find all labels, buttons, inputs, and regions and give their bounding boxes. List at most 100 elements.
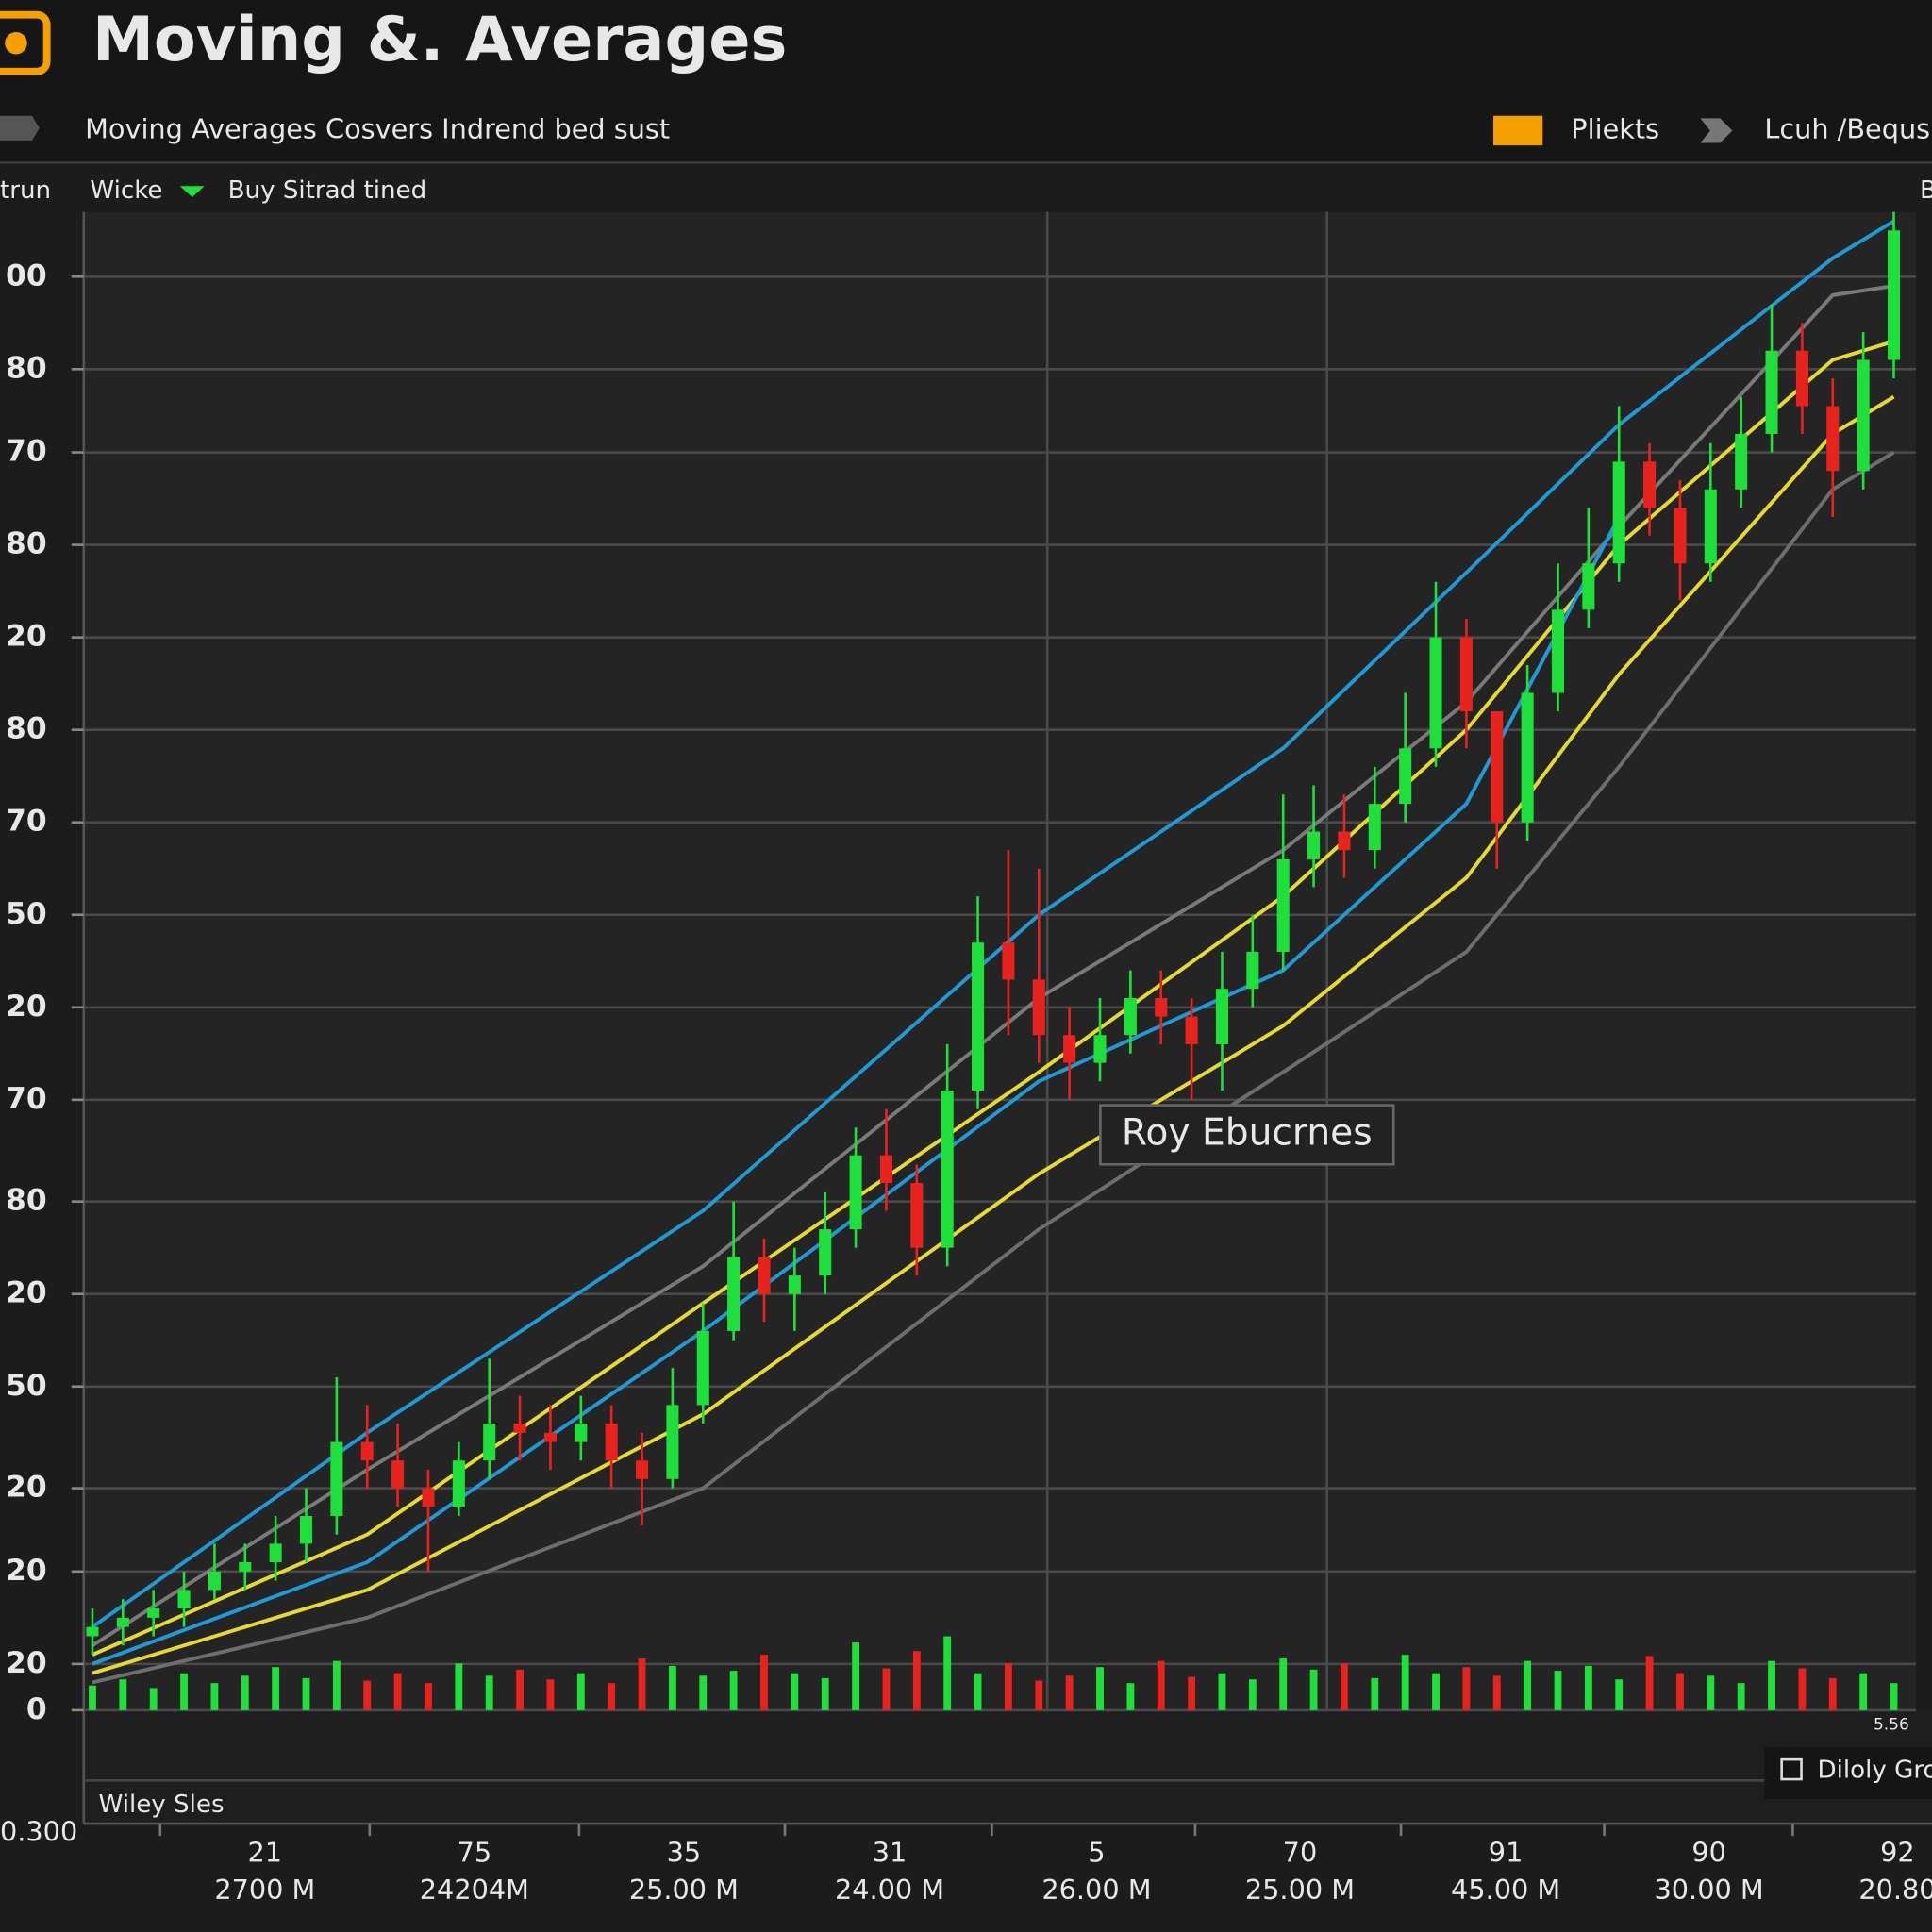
volume-bar xyxy=(1737,1683,1745,1710)
legend-label[interactable]: Lcuh /Bequs xyxy=(1764,112,1930,144)
y-tick-label: 20 xyxy=(6,1554,47,1588)
volume-panel xyxy=(83,1709,1932,1824)
y-tick-label: 20 xyxy=(6,620,47,654)
candle-body xyxy=(605,1423,618,1461)
candle-body xyxy=(116,1617,129,1627)
volume-bar xyxy=(1828,1677,1837,1710)
candle-body xyxy=(299,1516,313,1544)
volume-bar xyxy=(1401,1655,1409,1710)
candle-body xyxy=(696,1330,709,1406)
x-tick-label: 35 xyxy=(667,1837,702,1869)
candle-body xyxy=(543,1432,557,1442)
x-tick-sublabel: 24.00 M xyxy=(835,1874,944,1906)
button-icon xyxy=(1780,1757,1803,1781)
volume-bar xyxy=(1645,1656,1654,1710)
volume-bar xyxy=(1554,1671,1562,1710)
candle-body xyxy=(758,1257,771,1294)
toolbar-item[interactable]: B xyxy=(1920,176,1932,205)
volume-bar xyxy=(1096,1667,1104,1710)
candle-body xyxy=(1155,997,1168,1017)
app-icon-dot xyxy=(5,31,27,55)
candle-body xyxy=(1307,831,1321,859)
candle-body xyxy=(1459,637,1473,712)
volume-bar xyxy=(1492,1675,1501,1710)
volume-bar xyxy=(119,1679,127,1710)
volume-bar xyxy=(180,1673,188,1710)
toolbar-item[interactable]: trun xyxy=(0,176,51,205)
candles xyxy=(86,211,1901,1656)
annotation: Roy Ebucrnes xyxy=(1122,1111,1373,1154)
candle-body xyxy=(1795,350,1808,407)
volume-bar xyxy=(425,1683,432,1710)
candle-body xyxy=(941,1091,954,1248)
legend-label[interactable]: Pliekts xyxy=(1571,112,1659,144)
candle-body xyxy=(239,1562,252,1572)
candle-body xyxy=(1857,359,1870,472)
volume-bar xyxy=(1890,1683,1898,1710)
candle-body xyxy=(1063,1035,1076,1063)
candle-body xyxy=(1491,711,1504,823)
menu-icon[interactable] xyxy=(0,115,40,141)
y-tick-label: 70 xyxy=(6,805,47,839)
candle-body xyxy=(1582,563,1595,610)
candle-body xyxy=(819,1229,832,1276)
toolbar-item[interactable]: Wicke xyxy=(90,176,162,205)
y-tick-label: 20 xyxy=(6,1276,47,1310)
volume-bar xyxy=(516,1669,524,1710)
volume-bar xyxy=(638,1658,646,1710)
volume-bar xyxy=(272,1667,280,1710)
button[interactable] xyxy=(1764,1747,1932,1799)
candle-body xyxy=(86,1626,99,1637)
y-tick-label: 80 xyxy=(6,351,47,385)
header-bar xyxy=(0,0,1932,163)
y-tick-label: 50 xyxy=(6,897,47,931)
x-tick-label: 70 xyxy=(1283,1837,1318,1869)
x-tick-sublabel: 30.00 M xyxy=(1655,1874,1764,1906)
volume-bar xyxy=(1248,1679,1257,1710)
volume-bar xyxy=(1218,1673,1226,1710)
x-tick-label: 21 xyxy=(248,1837,283,1869)
candle-body xyxy=(1246,951,1259,990)
volume-bar xyxy=(1798,1668,1807,1710)
y-tick-label: 80 xyxy=(6,712,47,746)
candle-body xyxy=(147,1608,160,1618)
x-tick-label: 5 xyxy=(1088,1837,1105,1869)
candle-body xyxy=(452,1460,465,1507)
toolbar-item[interactable]: Buy Sitrad tined xyxy=(228,176,427,205)
candle-body xyxy=(1276,858,1290,952)
volume-bar xyxy=(1615,1679,1624,1710)
candle-body xyxy=(1551,609,1565,693)
x-tick-label: 90 xyxy=(1691,1837,1726,1869)
volume-bar xyxy=(1371,1677,1379,1710)
candle-body xyxy=(1826,406,1840,472)
annotation-box xyxy=(1099,1104,1395,1166)
y-tick-label: 20 xyxy=(6,1471,47,1505)
candle-body xyxy=(422,1488,435,1507)
candle-body xyxy=(1521,692,1534,823)
candle-body xyxy=(1399,748,1412,805)
x-tick-sublabel: 20.80 xyxy=(1858,1874,1932,1906)
volume-bar xyxy=(1309,1669,1318,1710)
y-tick-label: 20 xyxy=(6,990,47,1024)
x-tick-sublabel: 24204M xyxy=(420,1874,529,1906)
candle-body xyxy=(1002,942,1015,980)
y-tick-label: 0 xyxy=(26,1692,47,1726)
candle-body xyxy=(972,942,985,1091)
candle-body xyxy=(1612,461,1625,564)
x-tick-sublabel: 45.00 M xyxy=(1451,1874,1560,1906)
volume-bar xyxy=(210,1683,219,1710)
volume-bar xyxy=(1432,1673,1440,1710)
x-tick-sublabel: 25.00 M xyxy=(629,1874,739,1906)
volume-bar xyxy=(1584,1665,1592,1710)
y-tick-label: 80 xyxy=(6,1184,47,1218)
candle-body xyxy=(1735,433,1748,490)
candle-body xyxy=(1185,1016,1198,1045)
volume-bar xyxy=(1065,1675,1074,1710)
y-tick-label: 70 xyxy=(6,435,47,469)
x-tick-sublabel: 25.00 M xyxy=(1245,1874,1355,1906)
button-label[interactable]: Diloly Gro xyxy=(1818,1756,1932,1784)
volume-bar xyxy=(821,1677,829,1710)
volume-bar xyxy=(393,1673,402,1710)
volume-bar xyxy=(943,1636,952,1710)
